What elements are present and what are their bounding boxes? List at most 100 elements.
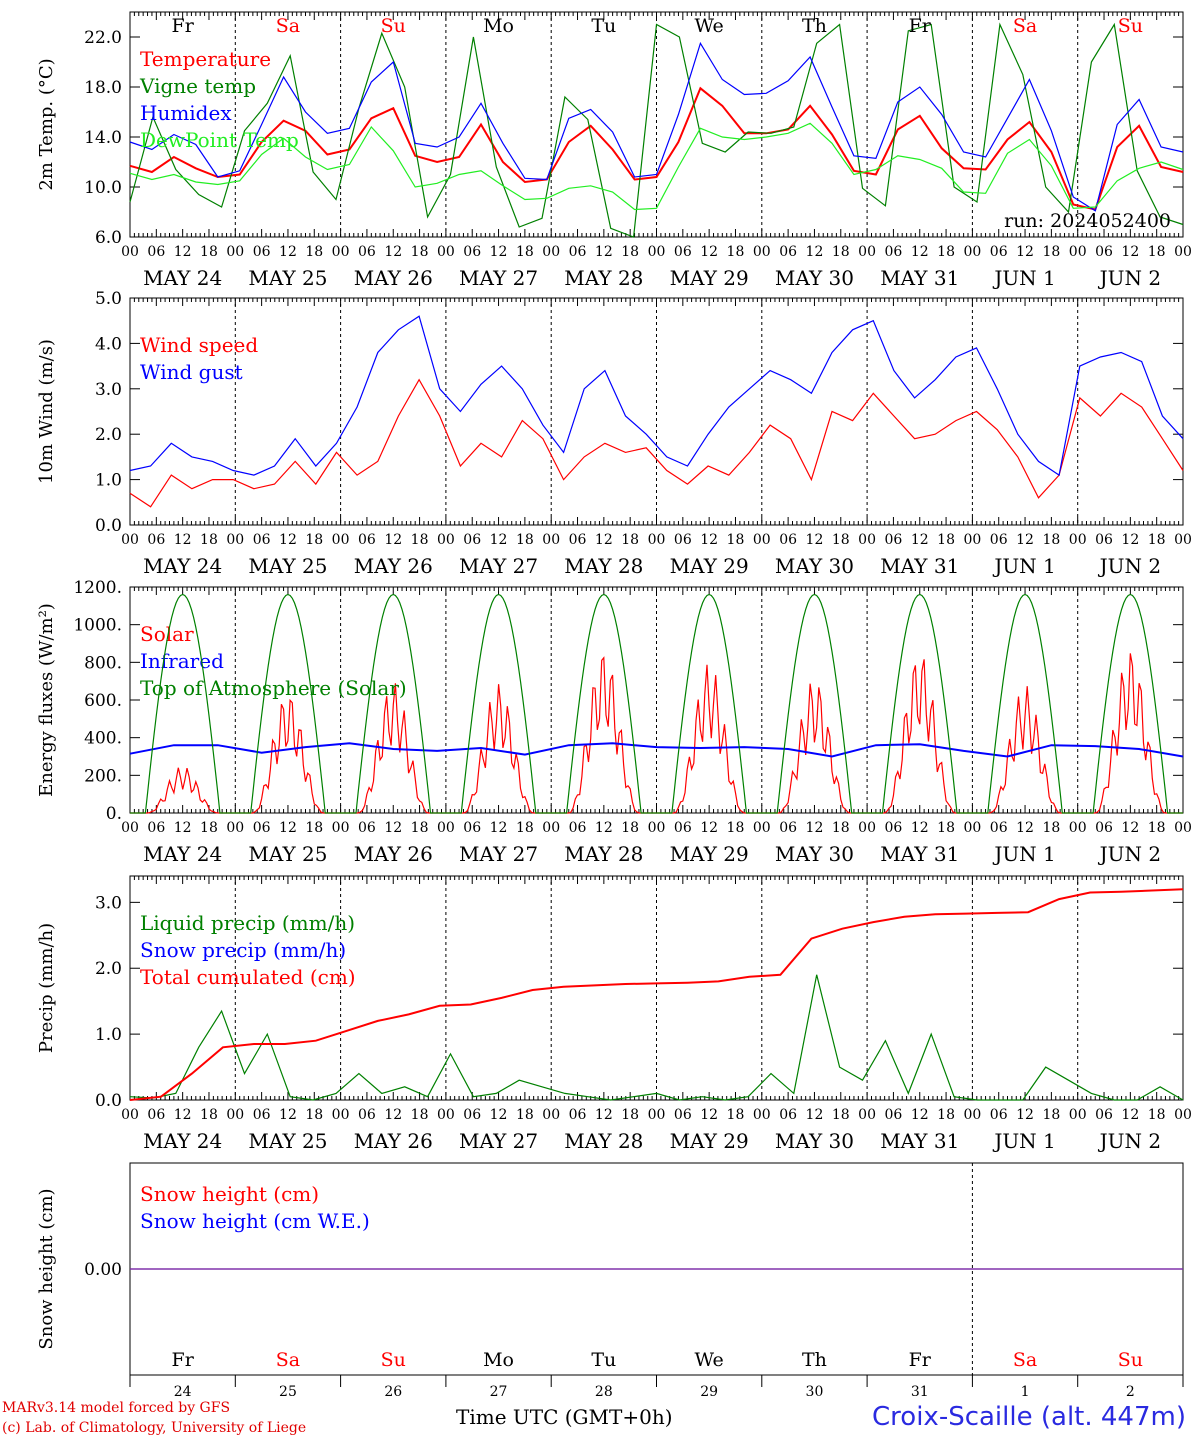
hour-tick-label: 12 [490,820,508,836]
hour-tick-label: 00 [542,532,560,548]
hour-tick-label: 18 [516,820,534,836]
date-label: JUN 1 [992,554,1055,578]
hour-tick-label: 00 [121,244,139,260]
day-of-week-label: Tu [591,1349,616,1371]
hour-tick-label: 06 [147,244,165,260]
legend-entry: DewPoint Temp [140,128,299,152]
hour-tick-label: 00 [332,820,350,836]
hour-tick-label: 18 [411,820,429,836]
y-tick-label: 0.0 [95,1091,122,1111]
hour-tick-label: 12 [806,1107,824,1123]
date-label: JUN 2 [1098,842,1161,866]
hour-tick-label: 06 [147,1107,165,1123]
date-label: MAY 26 [354,266,433,290]
hour-tick-label: 00 [753,532,771,548]
day-number-label: 2 [1126,1384,1135,1400]
hour-tick-label: 06 [463,1107,481,1123]
hour-tick-label: 18 [411,244,429,260]
day-of-week-label: Fr [909,15,932,37]
hour-tick-label: 18 [1042,532,1060,548]
hour-tick-label: 18 [937,532,955,548]
date-label: MAY 31 [880,842,959,866]
hour-tick-label: 06 [358,820,376,836]
hour-tick-label: 06 [990,820,1008,836]
y-tick-label: 800. [84,653,122,673]
day-of-week-label: Sa [1013,1349,1037,1371]
date-label: MAY 24 [143,842,222,866]
date-label: JUN 1 [992,1129,1055,1153]
run-annotation: run: 2024052400 [1004,210,1171,232]
hour-tick-label: 06 [1095,244,1113,260]
y-tick-label: 1.0 [95,471,122,491]
day-of-week-label: Th [802,15,827,37]
hour-tick-label: 18 [621,1107,639,1123]
hour-tick-label: 12 [490,1107,508,1123]
hour-tick-label: 00 [648,532,666,548]
day-of-week-label: Sa [276,15,300,37]
hour-tick-label: 06 [990,1107,1008,1123]
hour-tick-label: 00 [542,1107,560,1123]
hour-tick-label: 00 [1174,244,1192,260]
hour-tick-label: 12 [806,820,824,836]
hour-tick-label: 18 [937,244,955,260]
date-label: MAY 24 [143,1129,222,1153]
hour-tick-label: 00 [332,532,350,548]
hour-tick-label: 18 [1042,1107,1060,1123]
hour-tick-label: 18 [305,1107,323,1123]
hour-tick-label: 12 [700,1107,718,1123]
y-tick-label: 1000. [73,616,122,636]
legend-entry: Humidex [140,101,232,125]
hour-tick-label: 00 [226,820,244,836]
hour-tick-label: 18 [727,820,745,836]
day-of-week-label: Su [1118,1349,1143,1371]
hour-tick-label: 18 [832,532,850,548]
hour-tick-label: 12 [1016,820,1034,836]
date-label: MAY 30 [775,554,854,578]
hour-tick-label: 12 [279,820,297,836]
hour-tick-label: 12 [911,1107,929,1123]
day-number-label: 27 [490,1384,508,1400]
y-tick-label: 14.0 [84,128,122,148]
y-tick-label: 5.0 [95,289,122,309]
day-of-week-label: Su [381,15,406,37]
hour-tick-label: 18 [621,820,639,836]
hour-tick-label: 12 [1121,532,1139,548]
day-number-label: 24 [174,1384,192,1400]
hour-tick-label: 00 [1174,532,1192,548]
y-axis-label: Snow height (cm) [36,1188,57,1349]
date-label: MAY 29 [670,1129,749,1153]
date-label: MAY 30 [775,842,854,866]
hour-tick-label: 06 [253,532,271,548]
hour-tick-label: 06 [779,820,797,836]
date-label: MAY 31 [880,1129,959,1153]
date-label: MAY 26 [354,1129,433,1153]
series-line-liquid-precip-mm-h- [129,974,1184,1101]
hour-tick-label: 00 [226,532,244,548]
hour-tick-label: 06 [463,244,481,260]
legend-entry: Vigne temp [139,74,256,98]
date-label: MAY 29 [670,554,749,578]
hour-tick-label: 00 [963,1107,981,1123]
y-tick-label: 6.0 [95,228,122,248]
hour-tick-label: 00 [226,1107,244,1123]
y-tick-label: 2.0 [95,425,122,445]
hour-tick-label: 12 [806,244,824,260]
legend-entry: Temperature [140,47,271,71]
y-tick-label: 600. [84,691,122,711]
hour-tick-label: 18 [1148,1107,1166,1123]
hour-tick-label: 06 [569,532,587,548]
hour-tick-label: 06 [1095,1107,1113,1123]
series-line-wind-speed [129,378,1184,508]
hour-tick-label: 18 [305,820,323,836]
hour-tick-label: 06 [358,244,376,260]
hour-tick-label: 18 [832,1107,850,1123]
hour-tick-label: 12 [384,1107,402,1123]
hour-tick-label: 18 [1042,820,1060,836]
hour-tick-label: 06 [990,532,1008,548]
hour-tick-label: 06 [674,1107,692,1123]
series-line-total-cumulated-cm- [129,888,1184,1101]
hour-tick-label: 00 [332,1107,350,1123]
date-label: JUN 1 [992,842,1055,866]
day-number-label: 28 [595,1384,613,1400]
